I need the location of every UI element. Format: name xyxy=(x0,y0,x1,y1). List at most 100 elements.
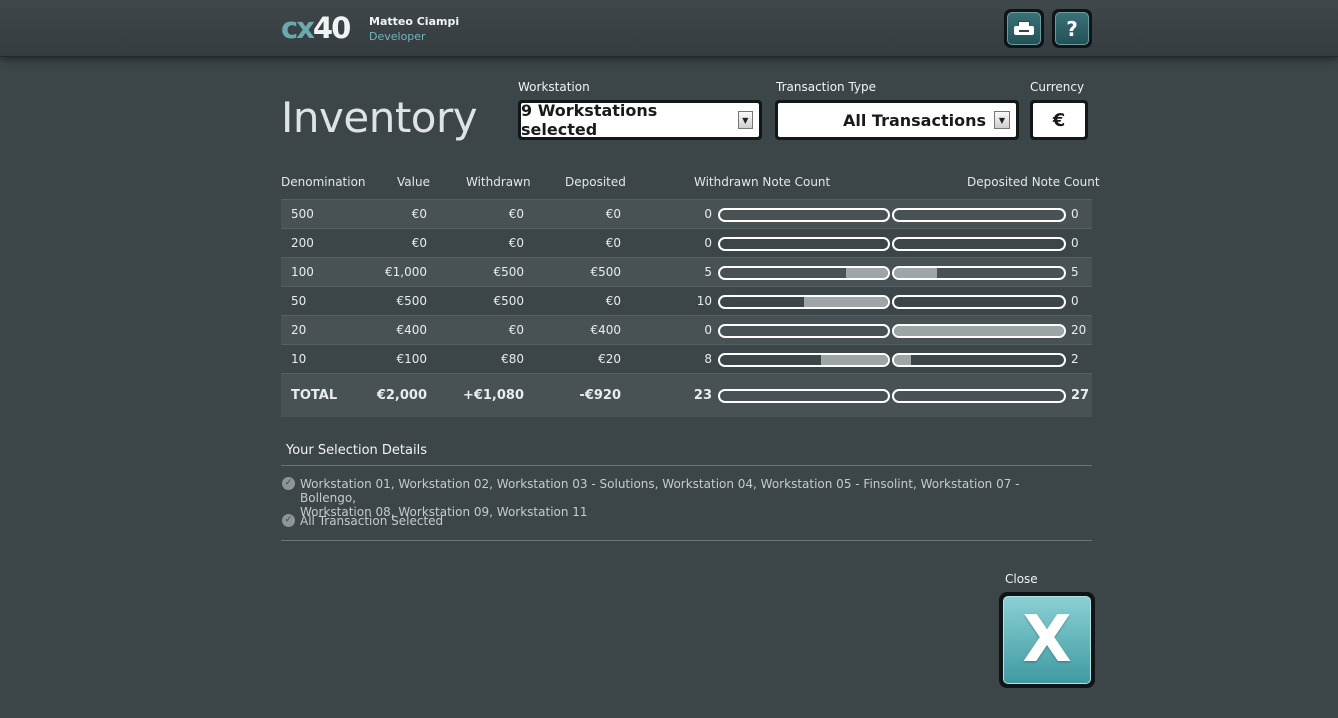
withdrawn-count-bar xyxy=(718,295,890,309)
currency-label: Currency xyxy=(1030,80,1085,94)
top-bar: cx40 Matteo Ciampi Developer ? xyxy=(0,0,1338,57)
total-withdrawn-bar xyxy=(718,389,890,403)
withdrawn-count-bar-fill xyxy=(820,355,888,365)
total-withdrawn: +€1,080 xyxy=(462,388,524,403)
selected-transactions-text: All Transaction Selected xyxy=(300,514,444,528)
total-value: €2,000 xyxy=(376,388,427,403)
denomination-cell: 500 xyxy=(291,207,314,221)
check-icon: ✓ xyxy=(282,514,295,527)
table-row: 200 €0 €0 €0 0 0 xyxy=(281,228,1092,257)
deposited-count-bar xyxy=(892,324,1066,338)
table-row: 10 €100 €80 €20 8 2 xyxy=(281,344,1092,373)
withdrawn-count-bar xyxy=(718,208,890,222)
denomination-cell: 200 xyxy=(291,236,314,250)
transaction-type-value: All Transactions xyxy=(843,110,986,130)
selected-workstations-line1: Workstation 01, Workstation 02, Workstat… xyxy=(300,477,1020,505)
deposited-count-cell: 0 xyxy=(1071,236,1079,250)
total-deposited-bar xyxy=(892,389,1066,403)
selected-workstations: ✓ Workstation 01, Workstation 02, Workst… xyxy=(282,477,1060,519)
deposited-count-bar-fill xyxy=(894,355,911,365)
workstation-label: Workstation xyxy=(518,80,590,94)
total-withdrawn-count: 23 xyxy=(693,388,712,403)
value-cell: €400 xyxy=(396,323,427,337)
deposited-cell: €400 xyxy=(590,323,621,337)
table-row: 500 €0 €0 €0 0 0 xyxy=(281,199,1092,228)
withdrawn-cell: €0 xyxy=(508,207,524,221)
deposited-count-bar xyxy=(892,295,1066,309)
total-deposited: -€920 xyxy=(579,388,621,403)
selected-transactions: ✓ All Transaction Selected xyxy=(282,514,1060,528)
value-cell: €0 xyxy=(411,207,427,221)
cx40-logo: cx40 xyxy=(281,10,351,46)
withdrawn-count-cell: 0 xyxy=(704,236,712,250)
currency-select[interactable]: € xyxy=(1030,100,1088,140)
withdrawn-cell: €500 xyxy=(493,294,524,308)
withdrawn-count-bar xyxy=(718,324,890,338)
withdrawn-cell: €500 xyxy=(493,265,524,279)
selected-workstations-line2: Workstation 08, Workstation 09, Workstat… xyxy=(300,505,588,519)
printer-icon xyxy=(1014,20,1034,37)
deposited-count-cell: 0 xyxy=(1071,294,1079,308)
value-cell: €500 xyxy=(396,294,427,308)
deposited-count-bar xyxy=(892,266,1066,280)
header-withdrawn: Withdrawn xyxy=(466,175,531,189)
currency-value: € xyxy=(1052,109,1066,131)
user-role: Developer xyxy=(369,30,426,43)
deposited-cell: €0 xyxy=(605,236,621,250)
denomination-cell: 100 xyxy=(291,265,314,279)
close-label: Close xyxy=(1005,572,1038,586)
deposited-cell: €0 xyxy=(605,294,621,308)
withdrawn-count-bar xyxy=(718,353,890,367)
user-name: Matteo Ciampi xyxy=(369,15,460,28)
withdrawn-cell: €80 xyxy=(501,352,524,366)
withdrawn-count-cell: 0 xyxy=(704,323,712,337)
close-icon: X xyxy=(1022,603,1072,677)
check-icon: ✓ xyxy=(282,477,295,490)
denomination-cell: 50 xyxy=(291,294,307,308)
deposited-count-bar xyxy=(892,353,1066,367)
table-row: 100 €1,000 €500 €500 5 5 xyxy=(281,257,1092,286)
value-cell: €1,000 xyxy=(385,265,427,279)
header-denomination: Denomination xyxy=(281,175,366,189)
withdrawn-cell: €0 xyxy=(508,236,524,250)
workstation-select[interactable]: 9 Workstations selected ▼ xyxy=(518,100,762,140)
table-row: 20 €400 €0 €400 0 20 xyxy=(281,315,1092,344)
deposited-count-cell: 0 xyxy=(1071,207,1079,221)
chevron-down-icon[interactable]: ▼ xyxy=(737,111,753,129)
divider xyxy=(281,465,1092,466)
total-deposited-count: 27 xyxy=(1071,388,1090,403)
transaction-type-select[interactable]: All Transactions ▼ xyxy=(775,100,1019,140)
withdrawn-count-bar-fill xyxy=(804,297,888,307)
deposited-count-bar-fill xyxy=(894,326,1064,336)
table-row: 50 €500 €500 €0 10 0 xyxy=(281,286,1092,315)
withdrawn-count-cell: 0 xyxy=(704,207,712,221)
deposited-cell: €20 xyxy=(598,352,621,366)
total-label: TOTAL xyxy=(291,388,338,403)
withdrawn-count-bar-fill xyxy=(846,268,888,278)
divider xyxy=(281,540,1092,541)
page-title: Inventory xyxy=(281,93,478,142)
selection-details-title: Your Selection Details xyxy=(286,443,427,458)
workstation-value: 9 Workstations selected xyxy=(521,101,658,139)
deposited-count-bar xyxy=(892,208,1066,222)
transaction-type-label: Transaction Type xyxy=(776,80,877,94)
header-deposited-note-count: Deposited Note Count xyxy=(967,175,1100,189)
denomination-cell: 10 xyxy=(291,352,307,366)
withdrawn-count-cell: 8 xyxy=(704,352,712,366)
deposited-count-bar xyxy=(892,237,1066,251)
deposited-cell: €500 xyxy=(590,265,621,279)
close-button[interactable]: X xyxy=(999,592,1095,688)
deposited-count-bar-fill xyxy=(894,268,937,278)
logo-prefix: cx xyxy=(281,11,315,45)
print-button[interactable] xyxy=(1004,9,1044,48)
total-row: TOTAL €2,000 +€1,080 -€920 23 27 xyxy=(281,373,1092,417)
value-cell: €100 xyxy=(396,352,427,366)
withdrawn-count-cell: 10 xyxy=(696,294,712,308)
denomination-cell: 20 xyxy=(291,323,307,337)
chevron-down-icon[interactable]: ▼ xyxy=(994,111,1010,129)
header-withdrawn-note-count: Withdrawn Note Count xyxy=(694,175,831,189)
help-button[interactable]: ? xyxy=(1052,9,1092,48)
header-value: Value xyxy=(397,175,430,189)
deposited-count-cell: 5 xyxy=(1071,265,1079,279)
withdrawn-count-bar xyxy=(718,237,890,251)
